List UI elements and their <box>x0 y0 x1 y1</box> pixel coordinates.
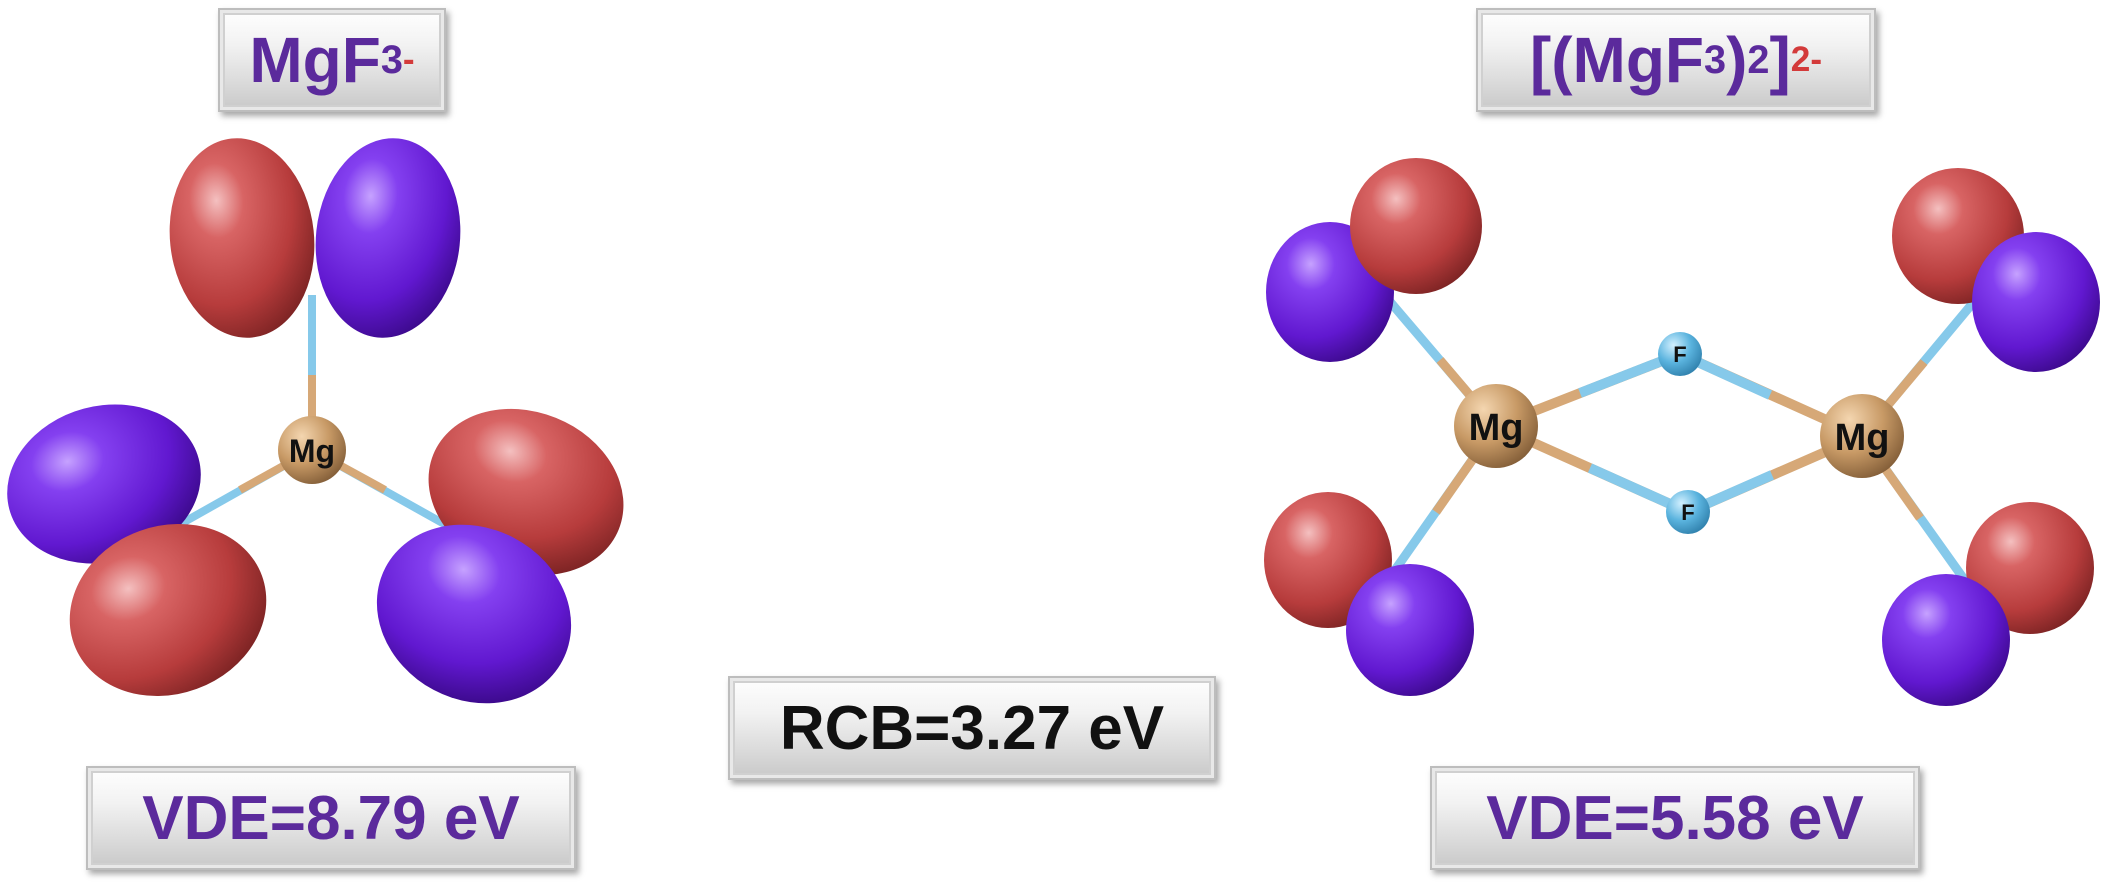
mgf3-molecule: Mg <box>7 138 624 704</box>
title-mgf3-sub: 3 <box>380 37 403 82</box>
title-mgf3: MgF 3- <box>218 8 446 112</box>
orbital-lobe-purple <box>1882 574 2010 706</box>
f-atom-label: F <box>1673 342 1686 367</box>
title-mgf3-base: MgF <box>249 24 381 96</box>
orbital-lobe-purple <box>1972 232 2100 372</box>
mg-atom-label: Mg <box>1835 417 1890 459</box>
vde-left-label: VDE=8.79 eV <box>86 766 576 870</box>
mg-atom <box>1454 384 1538 468</box>
orbital-lobe-red <box>1966 502 2094 634</box>
orbital-lobe-purple <box>1346 564 1474 696</box>
title-dimer-bracket: ] <box>1769 24 1791 96</box>
orbital-lobe-purple <box>376 524 572 704</box>
orbital-lobe-red <box>169 138 315 338</box>
orbital-lobe-red <box>69 523 267 697</box>
orbital-lobe-purple <box>7 404 201 564</box>
mg-atom <box>1820 394 1904 478</box>
title-dimer-sub1: 3 <box>1704 37 1727 82</box>
title-dimer-charge: 2- <box>1790 40 1823 79</box>
title-mgf3-charge: - <box>402 40 415 79</box>
mg-atom-label: Mg <box>289 433 335 469</box>
dimer-molecule: F F Mg Mg <box>1264 158 2100 706</box>
title-dimer-open: [(MgF <box>1529 24 1705 96</box>
f-atom-label: F <box>1681 500 1694 525</box>
mg-atom-label: Mg <box>1469 407 1524 449</box>
mg-atom <box>278 416 346 484</box>
orbital-lobe-red <box>1350 158 1482 294</box>
vde-right-label: VDE=5.58 eV <box>1430 766 1920 870</box>
title-dimer: [(MgF 3) 2] 2- <box>1476 8 1876 112</box>
rcb-label: RCB=3.27 eV <box>728 676 1216 780</box>
title-dimer-sub2: 2 <box>1747 37 1770 82</box>
title-dimer-close: ) <box>1726 24 1748 96</box>
f-atom <box>1666 490 1710 534</box>
f-atom <box>1658 332 1702 376</box>
orbital-lobe-purple <box>315 138 461 338</box>
